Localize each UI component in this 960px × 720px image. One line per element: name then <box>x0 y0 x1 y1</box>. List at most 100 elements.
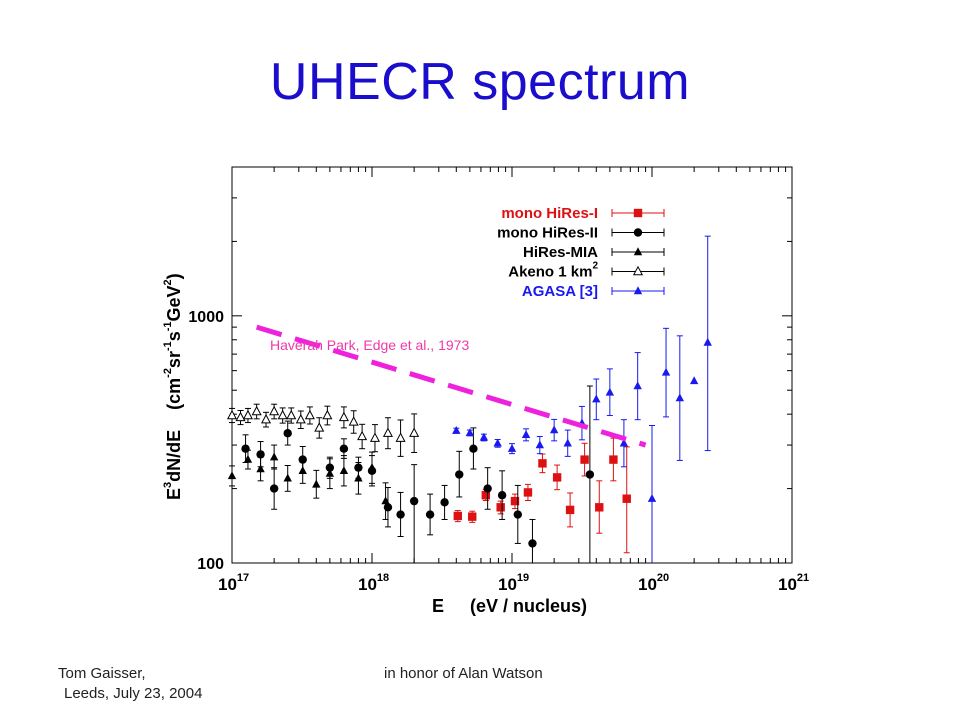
data-point <box>513 510 522 519</box>
x-tick-label: 1021 <box>778 572 809 594</box>
data-point <box>283 473 292 482</box>
y-axis-label-group: E3dN/dE(cm-2sr-1s-1GeV2) <box>162 273 184 500</box>
x-axis-label-unit: (eV / nucleus) <box>470 596 587 616</box>
data-point <box>269 405 280 416</box>
data-point <box>283 429 292 438</box>
legend-label: HiRes-MIA <box>523 244 598 261</box>
data-point <box>675 393 685 402</box>
data-point <box>510 496 520 506</box>
data-point <box>338 411 349 422</box>
x-axis-label: E (eV / nucleus) <box>432 596 587 616</box>
data-point <box>298 466 307 475</box>
y-label-sup-sr: -1 <box>162 341 174 351</box>
legend-marker <box>633 228 643 237</box>
data-point <box>580 455 589 464</box>
data-point <box>455 470 464 479</box>
x-tick-label: 1019 <box>498 572 529 594</box>
x-tick-label: 1018 <box>358 572 389 594</box>
data-point <box>409 496 419 506</box>
data-point <box>243 454 253 463</box>
data-point <box>242 409 253 420</box>
y-label-unit-sr: sr <box>164 351 184 368</box>
data-point <box>348 416 359 426</box>
legend-marker <box>633 208 643 218</box>
data-point <box>269 452 279 461</box>
data-point <box>468 512 477 521</box>
data-point <box>312 479 321 488</box>
footer-venue-date: Leeds, July 23, 2004 <box>64 685 203 702</box>
data-point <box>396 510 405 519</box>
data-point <box>497 491 507 500</box>
data-point <box>479 432 489 441</box>
data-point <box>535 440 545 449</box>
y-label-sup-cm: -2 <box>162 368 174 378</box>
data-point <box>452 425 461 434</box>
data-point <box>493 438 502 447</box>
data-point <box>256 464 265 473</box>
data-point <box>481 491 491 500</box>
data-point <box>609 455 618 464</box>
data-point <box>528 539 537 548</box>
haverah-park-reference-line <box>255 324 647 448</box>
data-point <box>304 409 315 420</box>
data-point <box>227 471 237 480</box>
y-label-unit-s: s <box>164 331 184 341</box>
x-tick-label: 1017 <box>218 572 249 594</box>
x-tick-exponent: 21 <box>797 572 809 584</box>
x-tick-base: 10 <box>498 575 517 594</box>
data-point <box>619 438 629 447</box>
x-tick-base: 10 <box>778 575 797 594</box>
legend: mono HiRes-I mono HiRes-II HiRes-MIA Akeno … <box>497 205 665 300</box>
x-tick-base: 10 <box>218 575 237 594</box>
y-label-unit-gev: GeV <box>164 285 184 321</box>
data-point <box>549 425 559 434</box>
data-point <box>354 473 363 482</box>
data-point <box>605 387 615 396</box>
legend-label: mono HiRes-I <box>501 205 598 222</box>
legend-marker <box>632 265 644 276</box>
series-0 <box>453 437 631 554</box>
data-point <box>440 498 449 507</box>
data-point <box>521 430 531 439</box>
footer-author: Tom Gaisser, Leeds, July 23, 2004 <box>58 664 202 704</box>
data-point <box>565 505 575 515</box>
data-point <box>339 444 349 453</box>
y-tick-label: 1000 <box>188 309 224 326</box>
x-tick-label: 1020 <box>638 572 669 594</box>
slide-title: UHECR spectrum <box>269 53 691 111</box>
data-point <box>367 462 377 471</box>
data-point <box>226 409 238 420</box>
data-point <box>507 444 517 452</box>
data-point <box>661 367 671 376</box>
legend-marker <box>633 286 643 295</box>
data-point <box>585 470 595 479</box>
y-axis-label: E3dN/dE(cm-2sr-1s-1GeV2) <box>162 273 184 500</box>
y-label-unit-cm: (cm <box>164 378 184 410</box>
data-point <box>322 409 333 420</box>
y-label-sup-s: -1 <box>162 321 174 331</box>
data-point <box>235 411 246 422</box>
footer-dedication: in honor of Alan Watson <box>384 665 543 682</box>
data-point <box>369 432 380 442</box>
data-point <box>395 432 406 442</box>
data-point <box>260 413 272 424</box>
data-point <box>381 496 390 505</box>
data-point <box>496 503 505 512</box>
data-point <box>251 405 262 416</box>
y-label-unit-close: ) <box>164 273 184 279</box>
data-point <box>295 413 306 424</box>
data-point <box>286 409 297 420</box>
x-tick-exponent: 18 <box>377 572 389 584</box>
footer-author-name: Tom Gaisser, <box>58 665 146 682</box>
x-tick-base: 10 <box>638 575 657 594</box>
x-tick-exponent: 20 <box>657 572 669 584</box>
y-label-sup3: 3 <box>162 482 174 488</box>
data-point <box>552 473 562 482</box>
legend-label: AGASA [3] <box>522 283 598 300</box>
legend-label: mono HiRes-II <box>497 225 598 242</box>
y-label-dnde: dN/dE <box>164 430 184 482</box>
legend-label-text: Akeno 1 km <box>508 264 592 281</box>
data-point <box>689 376 699 385</box>
data-point <box>453 511 462 521</box>
data-point <box>339 466 349 475</box>
